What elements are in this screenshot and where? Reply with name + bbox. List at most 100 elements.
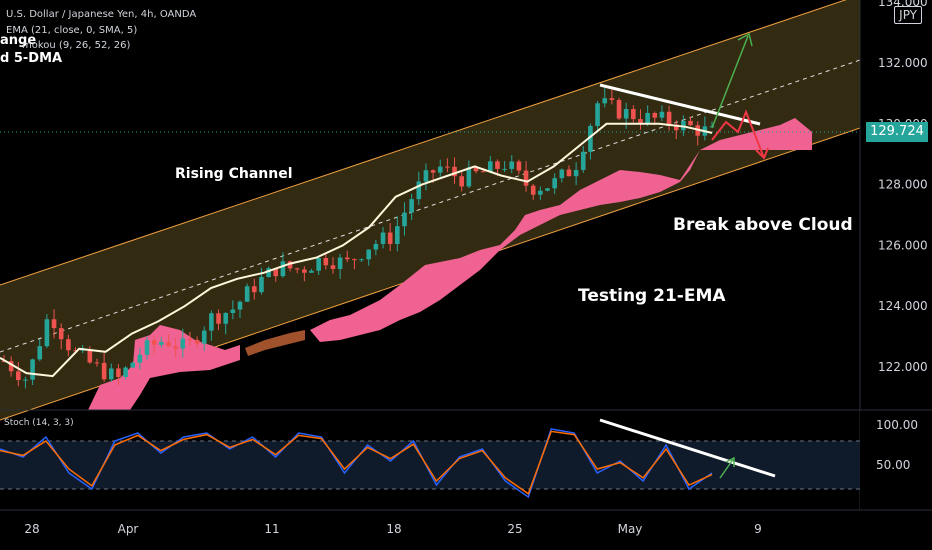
candle-body [323,258,329,266]
candle-body [23,379,28,381]
bearish-zigzag-path [711,109,765,159]
stoch-d-line [0,430,713,495]
candle-body [437,166,443,173]
testing-ema-label: Testing 21-EMA [578,286,726,306]
candle-body [495,161,500,169]
candle-body [316,258,321,271]
candle-body [8,361,14,372]
ichimoku-cloud-bearish [245,330,305,356]
candle-body [237,301,243,310]
candle-body [545,188,550,191]
candle-body [509,161,515,169]
candle-body [688,120,693,126]
candle-body [44,319,50,347]
candle-body [588,125,593,152]
candle-body [337,257,343,269]
candle-body [101,362,107,380]
candle-body [180,338,186,349]
stoch-legend: Stoch (14, 3, 3) [4,418,74,428]
time-tick-label: 28 [24,522,39,536]
candle-body [151,340,157,345]
candle-body [287,261,293,269]
candle-body [280,261,286,277]
candle-body [201,330,207,344]
price-tick-label: 128.000 [878,178,928,192]
ichimoku-cloud-main [310,118,812,342]
rising-channel-label: Rising Channel [175,166,293,182]
candle-body [252,286,257,293]
candle-body [380,232,386,244]
candle-body [552,178,557,189]
candle-body [51,319,57,329]
candle-body [673,124,679,131]
candle-body [395,226,400,245]
candle-body [230,309,236,313]
candle-body [502,168,507,170]
candle-body [645,112,650,124]
channel-upper-line [0,0,847,286]
candle-body [116,368,121,378]
candle-body [416,181,422,200]
candle-body [652,112,658,118]
candle-body [216,313,221,324]
candle-body [130,362,136,368]
stoch-bullish-arrow-head [725,456,735,467]
candle-body [344,257,350,260]
time-tick-label: 18 [386,522,401,536]
stoch-band [0,441,860,489]
time-tick-label: May [618,522,643,536]
candle-body [666,111,672,125]
candle-body [466,167,472,187]
candle-body [244,286,250,302]
candle-body [352,259,357,261]
candle-body [566,169,572,177]
candle-body [366,249,372,260]
candle-body [87,349,93,363]
price-axis-bg [860,0,932,410]
candle-body [631,109,636,120]
candle-body [94,362,100,364]
candle-body [580,151,586,170]
candle-body [108,368,114,380]
candle-body [123,367,128,378]
currency-badge[interactable]: JPY [894,6,922,24]
price-tick-label: 122.000 [878,360,928,374]
candle-body [373,243,379,250]
title-fragment-2: d 5-DMA [0,51,63,66]
time-tick-label: 9 [754,522,762,536]
candle-body [402,212,407,227]
ema-21-line [0,122,713,378]
candle-body [473,167,479,172]
price-tick-label: 134.000 [878,0,928,9]
stoch-bullish-arrow [719,457,735,479]
candle-body [623,109,629,119]
candle-body [37,346,43,360]
candle-body [30,359,35,380]
candle-body [166,341,171,347]
candle-body [616,100,622,119]
price-tick-label: 132.000 [878,56,928,70]
candle-body [480,171,486,173]
candle-body [144,340,150,355]
candle-body [223,312,228,324]
candle-body [445,166,450,168]
candle-body [523,170,529,186]
candle-body [538,190,543,195]
title-fragment-1: ange [0,33,37,48]
time-tick-label: 11 [264,522,279,536]
candle-body [187,338,193,340]
candle-body [58,328,64,340]
stoch-trendline [599,418,776,478]
candle-body [595,103,600,126]
candle-body [159,341,164,345]
candle-body [294,268,300,270]
candle-body [266,268,271,278]
symbol-title: U.S. Dollar / Japanese Yen, 4h, OANDA [6,9,197,20]
candle-body [530,185,536,195]
candle-body [573,169,579,177]
candle-body [330,265,336,269]
candle-body [173,346,178,349]
candle-body [273,268,279,277]
candle-body [1,360,7,362]
